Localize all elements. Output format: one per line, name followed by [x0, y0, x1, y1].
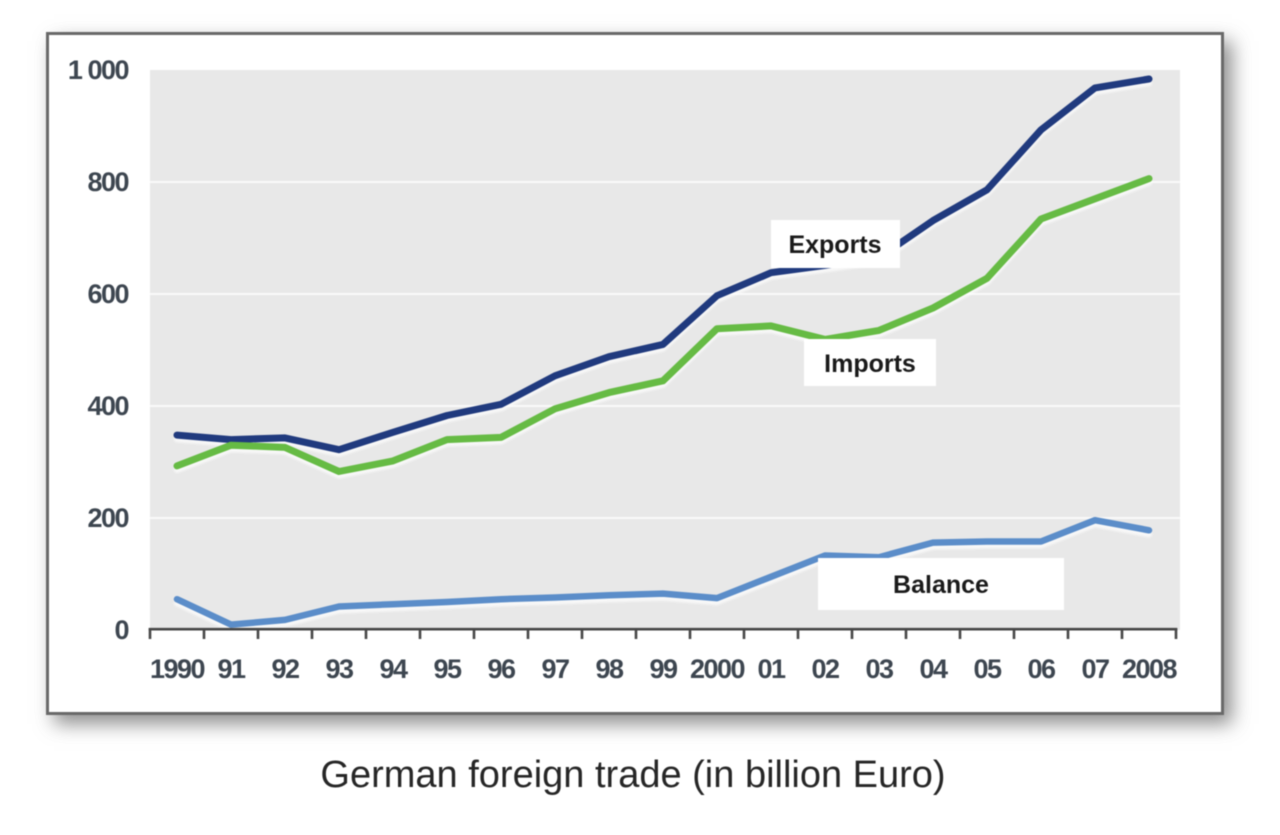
svg-text:400: 400: [87, 391, 128, 421]
svg-text:01: 01: [757, 654, 786, 684]
svg-text:99: 99: [649, 654, 678, 684]
svg-text:Balance: Balance: [893, 571, 989, 599]
svg-text:04: 04: [919, 654, 948, 684]
svg-text:95: 95: [433, 654, 462, 684]
svg-text:03: 03: [865, 654, 894, 684]
svg-text:93: 93: [325, 654, 354, 684]
svg-text:800: 800: [87, 167, 128, 197]
svg-text:2000: 2000: [690, 654, 745, 684]
svg-text:05: 05: [973, 654, 1002, 684]
svg-text:200: 200: [87, 503, 128, 533]
svg-text:91: 91: [217, 654, 246, 684]
svg-text:2008: 2008: [1122, 654, 1178, 684]
svg-text:06: 06: [1027, 654, 1056, 684]
svg-text:98: 98: [595, 654, 624, 684]
svg-text:Exports: Exports: [788, 231, 881, 259]
svg-text:1 000: 1 000: [68, 55, 129, 85]
svg-text:94: 94: [379, 654, 408, 684]
svg-text:07: 07: [1081, 654, 1109, 684]
svg-text:02: 02: [811, 654, 839, 684]
svg-text:600: 600: [87, 279, 128, 309]
svg-text:97: 97: [541, 654, 569, 684]
svg-text:0: 0: [114, 615, 128, 645]
svg-text:Imports: Imports: [824, 350, 916, 378]
svg-text:96: 96: [487, 654, 516, 684]
svg-text:92: 92: [271, 654, 299, 684]
svg-text:1990: 1990: [150, 654, 205, 684]
